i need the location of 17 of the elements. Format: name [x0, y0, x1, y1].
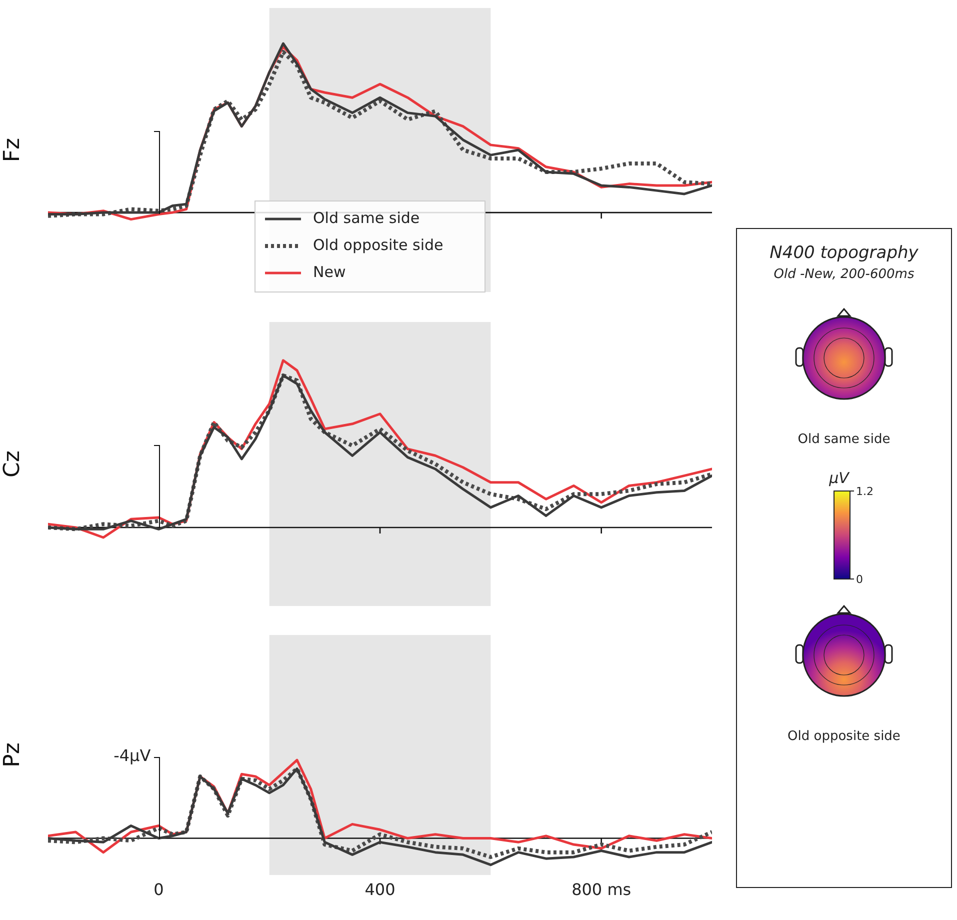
- text: Old opposite side: [786, 729, 902, 744]
- y-axis-title: Pz: [0, 742, 25, 768]
- x-tick-label: 0: [154, 880, 164, 899]
- text: Old -New, 200-600ms: [772, 267, 916, 282]
- text: 0: [856, 573, 863, 586]
- x-tick-label: 400: [364, 880, 396, 899]
- color-bar-title: μV: [828, 469, 851, 487]
- legend-label: Old opposite side: [313, 236, 444, 254]
- annotation: -4μV: [114, 746, 151, 766]
- legend-label: New: [313, 262, 346, 281]
- y-axis-title: Fz: [0, 138, 25, 162]
- text: 1.2: [856, 485, 874, 498]
- legend-label: Old same side: [313, 208, 420, 227]
- text: N400 topography: [768, 243, 920, 263]
- text: Old same side: [796, 432, 892, 447]
- y-axis-title: Cz: [0, 450, 25, 478]
- x-tick-label: 800 ms: [572, 880, 632, 899]
